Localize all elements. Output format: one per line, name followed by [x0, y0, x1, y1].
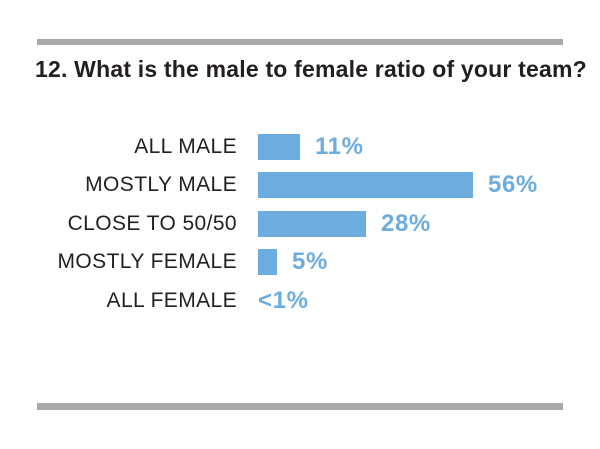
value-label: 28% — [381, 210, 431, 237]
bar-row: ALL FEMALE <1% — [0, 287, 600, 314]
bar-row: MOSTLY FEMALE 5% — [0, 248, 600, 275]
category-label: ALL MALE — [134, 135, 237, 158]
bottom-divider — [37, 403, 563, 410]
bar-row: ALL MALE 11% — [0, 133, 600, 160]
value-label: <1% — [258, 287, 309, 314]
top-divider — [37, 39, 563, 45]
bar-row: CLOSE TO 50/50 28% — [0, 210, 600, 237]
value-label: 11% — [315, 133, 364, 160]
category-label: ALL FEMALE — [106, 289, 237, 312]
value-label: 56% — [488, 171, 538, 198]
bar — [258, 249, 277, 275]
bar — [258, 211, 366, 237]
value-label: 5% — [292, 248, 328, 275]
bar — [258, 172, 473, 198]
bar-row: MOSTLY MALE 56% — [0, 171, 600, 198]
category-label: MOSTLY MALE — [85, 173, 237, 196]
chart-title: 12. What is the male to female ratio of … — [35, 56, 587, 82]
bar — [258, 134, 300, 160]
category-label: CLOSE TO 50/50 — [67, 212, 237, 235]
bar-chart: ALL MALE 11% MOSTLY MALE 56% CLOSE TO 50/50 2… — [0, 133, 600, 314]
category-label: MOSTLY FEMALE — [57, 250, 237, 273]
